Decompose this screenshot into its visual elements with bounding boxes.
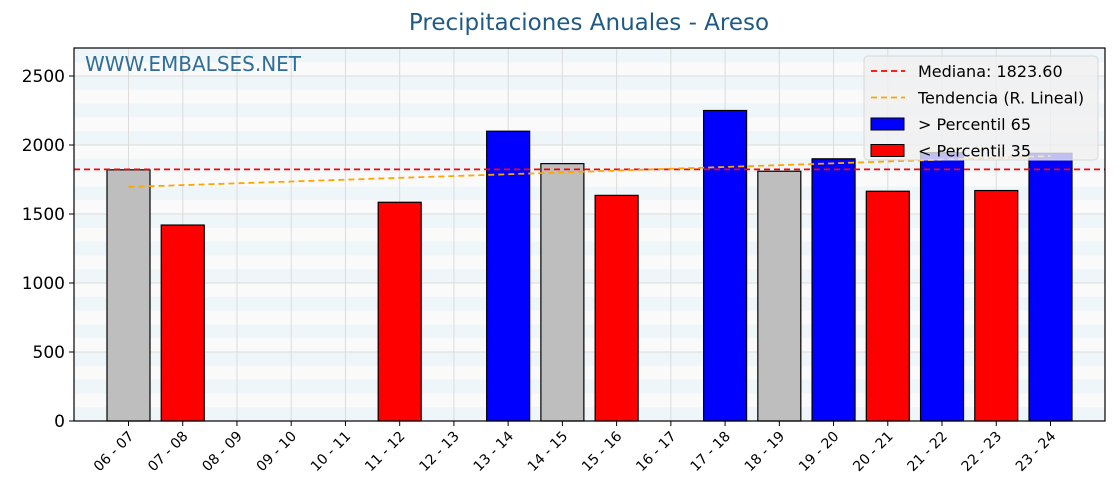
bar-series bbox=[106, 109, 1073, 422]
y-tick-label: 2500 bbox=[22, 67, 65, 87]
y-tick-label: 0 bbox=[54, 412, 65, 432]
x-tick-label: 16 - 17 bbox=[633, 429, 679, 475]
stripe bbox=[74, 76, 1105, 90]
stripe bbox=[74, 131, 1105, 145]
legend-label: Tendencia (R. Lineal) bbox=[917, 89, 1084, 108]
x-tick-label: 11 - 12 bbox=[362, 429, 408, 475]
legend-label: < Percentil 35 bbox=[918, 142, 1031, 161]
bar-11-12 bbox=[377, 201, 422, 422]
bar-15-16 bbox=[594, 194, 639, 422]
trend-line bbox=[128, 155, 1051, 188]
y-tick-label: 500 bbox=[33, 343, 65, 363]
bar-19-20 bbox=[811, 158, 856, 422]
stripe bbox=[74, 103, 1105, 118]
y-tick-label: 1500 bbox=[22, 205, 65, 225]
bar-23-24 bbox=[1028, 152, 1073, 422]
legend-label: Mediana: 1823.60 bbox=[918, 62, 1063, 81]
x-tick-label: 07 - 08 bbox=[145, 429, 191, 475]
y-tick-label: 2000 bbox=[22, 136, 65, 156]
x-tick-label: 23 - 24 bbox=[1013, 428, 1059, 474]
x-tick-label: 15 - 16 bbox=[579, 428, 625, 474]
x-tick-label: 19 - 20 bbox=[796, 429, 842, 475]
bar-14-15 bbox=[540, 163, 585, 422]
bar-22-23 bbox=[974, 189, 1019, 422]
x-tick-label: 06 - 07 bbox=[91, 429, 137, 475]
bar-13-14 bbox=[486, 130, 531, 422]
legend: Mediana: 1823.60 Tendencia (R. Lineal) > … bbox=[863, 55, 1099, 161]
bar-07-08 bbox=[160, 224, 205, 422]
x-tick-label: 13 - 14 bbox=[471, 428, 517, 474]
stripe bbox=[74, 48, 1105, 63]
bar-21-22 bbox=[919, 151, 965, 422]
bar-06-07 bbox=[106, 169, 151, 422]
x-tick-label: 10 - 11 bbox=[308, 429, 354, 475]
bar-20-21 bbox=[865, 190, 910, 422]
legend-label: > Percentil 65 bbox=[918, 115, 1031, 134]
x-tick-label: 20 - 21 bbox=[850, 429, 896, 475]
legend-patch-swatch bbox=[870, 117, 905, 131]
watermark-text: WWW.EMBALSES.NET bbox=[85, 52, 302, 76]
x-tick-label: 22 - 23 bbox=[959, 429, 1005, 475]
bar-17-18 bbox=[702, 109, 748, 422]
x-tick-label: 12 - 13 bbox=[416, 429, 462, 475]
x-tick-label: 09 - 10 bbox=[254, 429, 300, 475]
chart-title: Precipitaciones Anuales - Areso bbox=[408, 10, 770, 36]
legend-box bbox=[863, 55, 1099, 161]
x-tick-label: 14 - 15 bbox=[525, 429, 571, 475]
plot-frame bbox=[73, 47, 1106, 422]
x-tick-label: 08 - 09 bbox=[199, 429, 245, 475]
reference-lines bbox=[74, 155, 1105, 188]
x-tick-label: 17 - 18 bbox=[688, 429, 734, 475]
x-tick-label: 18 - 19 bbox=[742, 429, 788, 475]
legend-patch-swatch bbox=[870, 144, 905, 157]
y-tick-label: 1000 bbox=[22, 274, 65, 294]
bar-18-19 bbox=[757, 170, 802, 422]
x-tick-label: 21 - 22 bbox=[904, 429, 950, 475]
